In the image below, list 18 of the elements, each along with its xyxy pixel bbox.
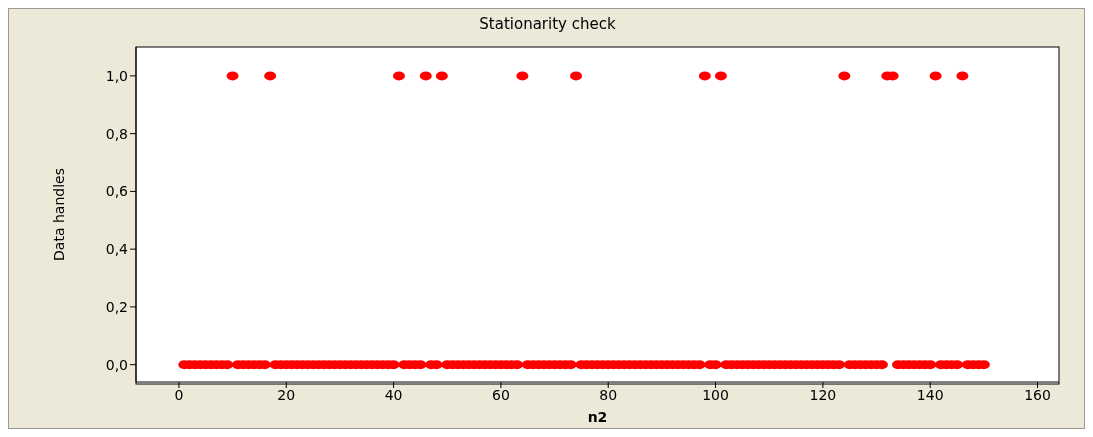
- x-tick-label: 0: [174, 386, 184, 403]
- y-tick-label: 0,8: [105, 125, 128, 142]
- y-tick-label: 0,2: [105, 298, 128, 315]
- y-tick-label: 1,0: [105, 67, 128, 84]
- x-tick-label: 100: [702, 386, 729, 403]
- x-tick-label: 60: [491, 386, 510, 403]
- y-tick-label: 0,4: [105, 241, 129, 258]
- x-tick-label: 120: [809, 386, 837, 403]
- chart-title: Stationarity check: [478, 15, 617, 33]
- y-tick-label: 0,6: [105, 183, 129, 200]
- x-axis-title: n2: [587, 409, 608, 425]
- x-tick-label: 20: [277, 386, 296, 403]
- y-tick-label: 0,0: [105, 356, 128, 373]
- x-tick-label: 160: [1024, 386, 1051, 403]
- x-tick-label: 40: [384, 386, 403, 403]
- x-tick-label: 80: [599, 386, 618, 403]
- y-axis-title: Data handles: [50, 168, 67, 261]
- x-tick-label: 140: [916, 386, 944, 403]
